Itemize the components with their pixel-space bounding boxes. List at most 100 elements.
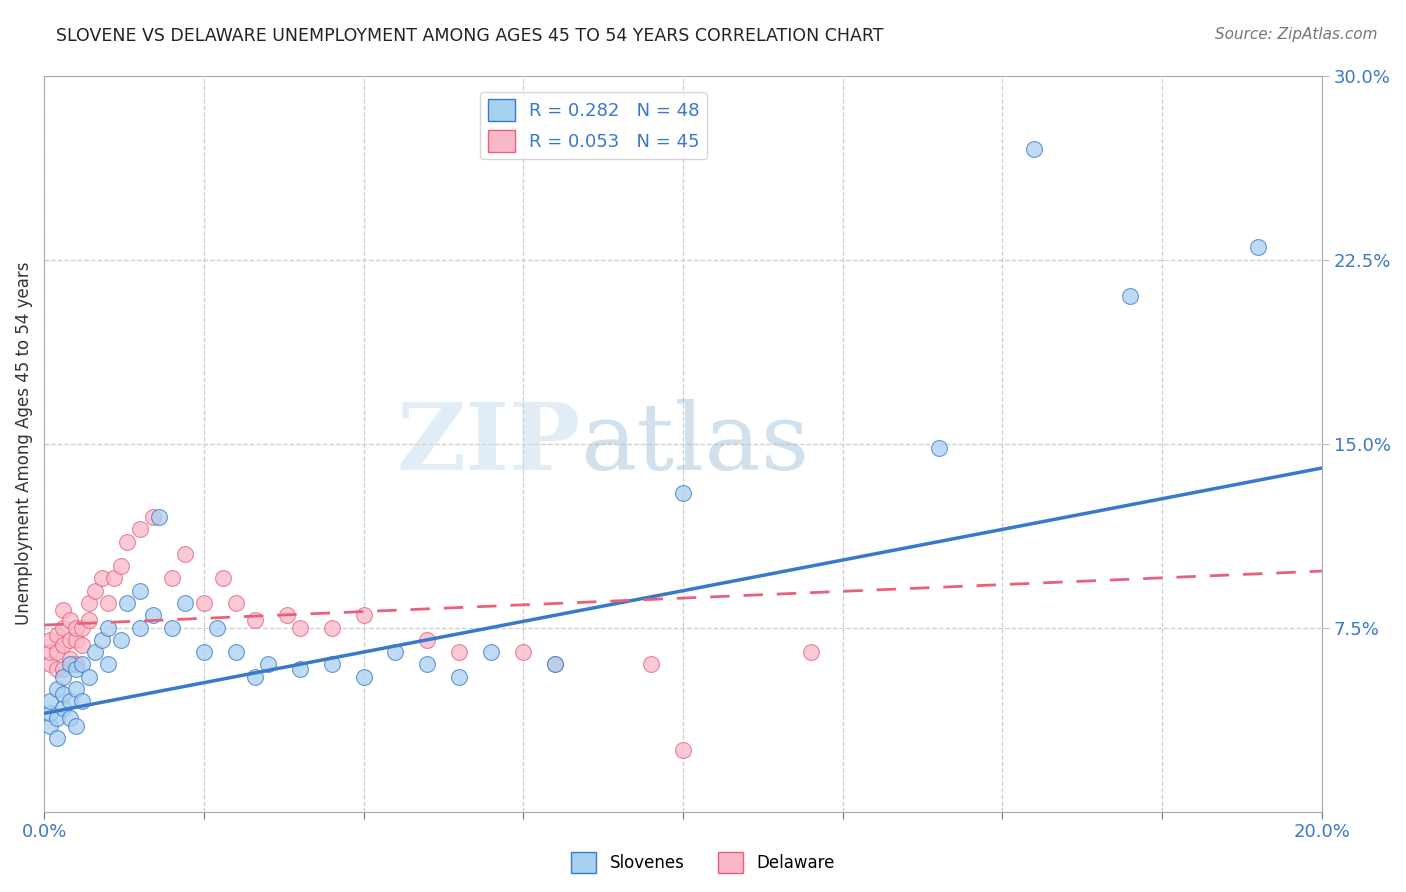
- Point: [65, 681, 87, 696]
- Y-axis label: Unemployment Among Ages 45 to 54 years: Unemployment Among Ages 45 to 54 years: [15, 261, 32, 625]
- Point: [97, 657, 120, 672]
- Point: [321, 657, 343, 672]
- Text: atlas: atlas: [581, 399, 810, 489]
- Text: ZIP: ZIP: [396, 399, 581, 489]
- Point: [72, 694, 94, 708]
- Point: [129, 620, 152, 634]
- Point: [45, 731, 67, 745]
- Point: [39, 694, 62, 708]
- Point: [173, 547, 195, 561]
- Point: [115, 596, 138, 610]
- Point: [160, 620, 183, 634]
- Point: [45, 681, 67, 696]
- Point: [39, 719, 62, 733]
- Point: [800, 645, 823, 659]
- Point: [65, 719, 87, 733]
- Point: [225, 596, 247, 610]
- Point: [97, 620, 120, 634]
- Point: [276, 608, 298, 623]
- Point: [129, 583, 152, 598]
- Point: [110, 559, 132, 574]
- Point: [353, 670, 375, 684]
- Point: [384, 645, 406, 659]
- Point: [103, 571, 125, 585]
- Point: [59, 613, 82, 627]
- Point: [59, 711, 82, 725]
- Point: [52, 687, 75, 701]
- Point: [193, 645, 215, 659]
- Point: [288, 620, 311, 634]
- Point: [72, 620, 94, 634]
- Point: [110, 632, 132, 647]
- Point: [59, 657, 82, 672]
- Point: [52, 701, 75, 715]
- Point: [65, 657, 87, 672]
- Point: [59, 652, 82, 666]
- Point: [449, 670, 471, 684]
- Legend: Slovenes, Delaware: Slovenes, Delaware: [565, 846, 841, 880]
- Point: [52, 620, 75, 634]
- Point: [479, 645, 502, 659]
- Point: [39, 632, 62, 647]
- Point: [77, 613, 100, 627]
- Point: [84, 583, 107, 598]
- Point: [449, 645, 471, 659]
- Point: [59, 632, 82, 647]
- Point: [672, 743, 695, 757]
- Point: [97, 596, 120, 610]
- Point: [416, 657, 439, 672]
- Point: [205, 620, 228, 634]
- Point: [84, 645, 107, 659]
- Point: [212, 571, 235, 585]
- Point: [45, 662, 67, 676]
- Point: [39, 645, 62, 659]
- Point: [544, 657, 567, 672]
- Point: [45, 645, 67, 659]
- Point: [672, 485, 695, 500]
- Point: [45, 711, 67, 725]
- Point: [193, 596, 215, 610]
- Point: [225, 645, 247, 659]
- Point: [77, 596, 100, 610]
- Point: [129, 522, 152, 536]
- Point: [160, 571, 183, 585]
- Legend: R = 0.282   N = 48, R = 0.053   N = 45: R = 0.282 N = 48, R = 0.053 N = 45: [481, 92, 707, 160]
- Text: SLOVENE VS DELAWARE UNEMPLOYMENT AMONG AGES 45 TO 54 YEARS CORRELATION CHART: SLOVENE VS DELAWARE UNEMPLOYMENT AMONG A…: [56, 27, 884, 45]
- Point: [173, 596, 195, 610]
- Point: [72, 657, 94, 672]
- Point: [243, 670, 266, 684]
- Point: [1247, 240, 1270, 254]
- Point: [353, 608, 375, 623]
- Point: [52, 638, 75, 652]
- Point: [45, 628, 67, 642]
- Point: [115, 534, 138, 549]
- Point: [39, 657, 62, 672]
- Point: [544, 657, 567, 672]
- Point: [65, 632, 87, 647]
- Point: [416, 632, 439, 647]
- Point: [288, 662, 311, 676]
- Point: [928, 442, 950, 456]
- Point: [65, 620, 87, 634]
- Point: [52, 662, 75, 676]
- Point: [321, 620, 343, 634]
- Point: [142, 608, 165, 623]
- Point: [640, 657, 662, 672]
- Point: [512, 645, 534, 659]
- Point: [90, 571, 112, 585]
- Point: [148, 510, 170, 524]
- Point: [65, 662, 87, 676]
- Point: [52, 670, 75, 684]
- Text: Source: ZipAtlas.com: Source: ZipAtlas.com: [1215, 27, 1378, 42]
- Point: [77, 670, 100, 684]
- Point: [1024, 142, 1046, 156]
- Point: [52, 603, 75, 617]
- Point: [243, 613, 266, 627]
- Point: [142, 510, 165, 524]
- Point: [256, 657, 278, 672]
- Point: [59, 694, 82, 708]
- Point: [72, 638, 94, 652]
- Point: [39, 706, 62, 721]
- Point: [90, 632, 112, 647]
- Point: [1119, 289, 1142, 303]
